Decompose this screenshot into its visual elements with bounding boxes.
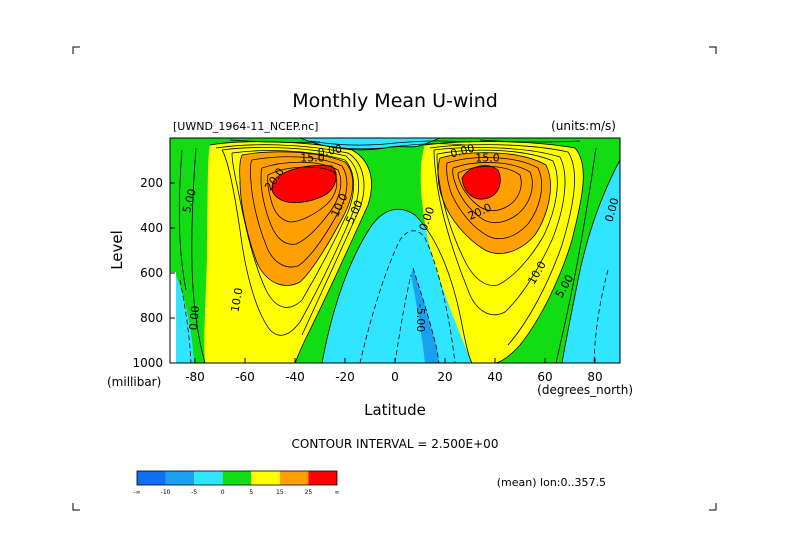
contour-north-10 [433, 147, 566, 316]
contour-south-polar-minus [179, 279, 192, 363]
stratosphere-contour-3 [229, 139, 321, 143]
stratosphere-contour-2 [314, 143, 466, 150]
contour-south-outer-1 [178, 149, 187, 291]
north-polar-easterly-region [562, 160, 620, 363]
contour-north-15 [437, 152, 551, 254]
units-label: (units:m/s) [551, 119, 616, 133]
stratosphere-dense-contours [229, 139, 581, 150]
colorbar-swatch [222, 471, 252, 485]
dataset-label: [UWND_1964-11_NCEP.nc] [173, 120, 318, 133]
contour-label: 15.0 [475, 151, 500, 164]
contour-label: 10.0 [228, 287, 245, 313]
contour-south-15 [239, 151, 354, 286]
contour-north-7 [429, 144, 575, 346]
contour-label: 0.00 [449, 142, 476, 161]
contour-north-zero [414, 214, 473, 363]
colorbar-label: -∞ [133, 489, 140, 496]
chart-title: Monthly Mean U-wind [292, 90, 498, 112]
x-tick-label: 0 [391, 370, 399, 384]
colorbar-swatch [251, 471, 280, 485]
contour-south-outer-2 [191, 147, 206, 363]
contour-tropical-minus-5 [412, 267, 440, 363]
x-tick-label: -40 [285, 370, 305, 384]
contour-tropical-minus-2 [359, 230, 456, 363]
y-tick-label: 800 [140, 311, 163, 325]
colorbar-swatch [308, 471, 337, 485]
colorbar-swatch [137, 471, 166, 485]
x-tick-label: 20 [437, 370, 452, 384]
colorbar-label: -5 [191, 489, 197, 496]
contour-label: 15.0 [300, 151, 325, 164]
y-axis: 200 400 600 800 1000 [132, 176, 175, 370]
contour-south-10 [221, 147, 360, 336]
contour-south-7 [215, 144, 365, 336]
x-tick-label: 60 [537, 370, 552, 384]
x-tick-label: -80 [185, 370, 205, 384]
plot-area [170, 138, 620, 363]
contour-south-12 [231, 150, 355, 308]
contour-interval-label: CONTOUR INTERVAL = 2.500E+00 [292, 437, 499, 451]
contour-tropical-minus-7 [394, 274, 412, 363]
x-tick-label: -60 [235, 370, 255, 384]
colorbar-label: 5 [249, 489, 253, 496]
y-tick-label: 200 [140, 176, 163, 190]
contour-label: -5.00 [414, 304, 427, 332]
contour-label: 0.00 [317, 142, 343, 159]
y-tick-label: 600 [140, 266, 163, 280]
colorbar-swatch [165, 471, 195, 485]
x-axis-units: (degrees_north) [537, 383, 633, 397]
y-axis-units: (millibar) [107, 375, 161, 389]
x-tick-label: -20 [335, 370, 355, 384]
contour-north-22 [457, 166, 522, 212]
contour-north-5 [424, 141, 584, 363]
contour-north-polar-minus [593, 269, 609, 363]
contour-north-outer-2 [555, 147, 597, 363]
y-axis-title: Level [108, 230, 126, 270]
contour-south-20 [260, 161, 342, 245]
contour-north-20 [452, 162, 533, 224]
south-jet-core [272, 165, 337, 203]
stratosphere-contour-4 [479, 139, 581, 143]
contour-north-17 [446, 157, 542, 240]
tropical-strong-easterly-region [411, 268, 439, 363]
colorbar-label: 25 [305, 489, 313, 496]
mean-lon-note: (mean) lon:0..357.5 [497, 476, 606, 489]
contour-lines [178, 138, 620, 363]
colorbar-frame [136, 470, 338, 486]
colorbar-label: ∞ [335, 489, 340, 496]
stratosphere-contour-1 [309, 140, 471, 146]
contour-south-22 [267, 166, 338, 223]
colorbar-swatch [194, 471, 223, 485]
colorbar-swatch [279, 471, 309, 485]
contour-south-17 [249, 156, 348, 268]
contour-north-outer-1 [561, 159, 620, 363]
contour-south-zero [321, 208, 416, 363]
x-tick-label: 80 [587, 370, 602, 384]
crop-marks [72, 46, 717, 511]
colorbar-label: -10 [161, 489, 171, 496]
colorbar: -∞ -10 -5 0 5 15 25 ∞ [133, 470, 340, 496]
contour-south-25 [271, 164, 337, 204]
negative-contour-lines [179, 230, 609, 363]
north-jet-core [462, 165, 501, 200]
contour-north-12 [436, 149, 558, 286]
contour-north-25 [461, 165, 501, 200]
x-axis: -80 -60 -40 -20 0 20 40 60 80 [185, 358, 603, 384]
y-tick-label: 400 [140, 221, 163, 235]
contour-label: 0.00 [603, 196, 622, 223]
contour-label: 5.00 [180, 187, 199, 214]
colorbar-label: 0 [221, 489, 225, 496]
y-tick-label: 1000 [132, 356, 163, 370]
contour-label: 0.00 [187, 305, 202, 331]
x-tick-label: 40 [487, 370, 502, 384]
colorbar-label: 15 [276, 489, 284, 496]
x-axis-title: Latitude [364, 401, 426, 419]
